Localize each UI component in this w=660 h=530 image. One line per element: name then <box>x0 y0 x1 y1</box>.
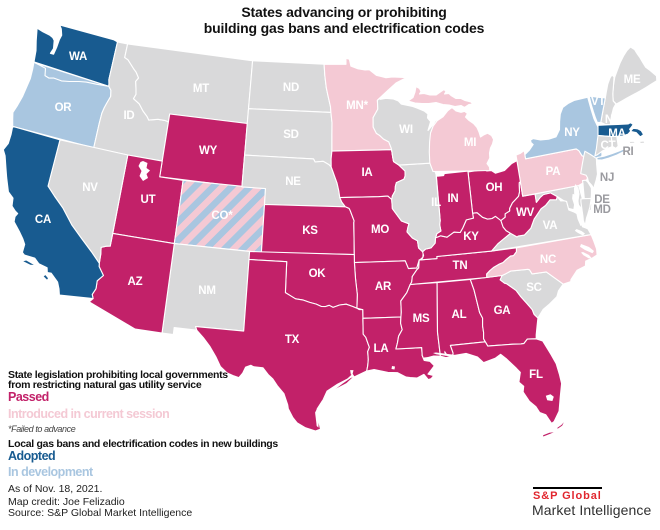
svg-text:DE: DE <box>594 194 610 206</box>
svg-text:TX: TX <box>285 334 300 346</box>
svg-text:PA: PA <box>546 166 561 178</box>
svg-text:SD: SD <box>283 129 299 141</box>
svg-text:TN: TN <box>453 260 468 272</box>
svg-text:UT: UT <box>141 194 156 206</box>
svg-text:NV: NV <box>82 182 98 194</box>
svg-text:KS: KS <box>302 225 318 237</box>
svg-text:NJ: NJ <box>600 172 614 184</box>
svg-text:NY: NY <box>564 127 580 139</box>
svg-text:IL: IL <box>431 197 441 209</box>
svg-text:KY: KY <box>463 231 479 243</box>
svg-text:SC: SC <box>526 282 542 294</box>
svg-text:OK: OK <box>309 268 327 280</box>
svg-text:GA: GA <box>494 305 511 317</box>
svg-text:CO*: CO* <box>211 210 233 222</box>
svg-text:IA: IA <box>361 167 372 179</box>
svg-text:ND: ND <box>283 82 299 94</box>
svg-text:WA: WA <box>69 51 87 63</box>
svg-text:CT: CT <box>601 140 616 152</box>
svg-text:WV: WV <box>516 207 535 219</box>
svg-text:AR: AR <box>375 281 392 293</box>
svg-text:RI: RI <box>622 146 633 158</box>
svg-text:MT: MT <box>193 83 209 95</box>
svg-text:NM: NM <box>198 285 216 297</box>
svg-text:AL: AL <box>452 309 467 321</box>
svg-text:MI: MI <box>464 137 476 149</box>
svg-text:MD: MD <box>593 204 611 216</box>
svg-text:NE: NE <box>285 176 301 188</box>
svg-text:LA: LA <box>374 343 389 355</box>
svg-text:NC: NC <box>540 254 556 266</box>
svg-text:OH: OH <box>486 182 503 194</box>
svg-text:WY: WY <box>199 145 218 157</box>
svg-text:WI: WI <box>399 124 413 136</box>
svg-text:ME: ME <box>624 74 641 86</box>
svg-text:MS: MS <box>413 313 430 325</box>
svg-text:VT: VT <box>591 96 605 108</box>
svg-text:NH: NH <box>605 114 621 126</box>
svg-text:CA: CA <box>35 214 51 226</box>
svg-text:FL: FL <box>529 369 543 381</box>
svg-text:ID: ID <box>123 110 134 122</box>
svg-text:OR: OR <box>55 102 73 114</box>
svg-text:VA: VA <box>543 220 558 232</box>
svg-text:MN*: MN* <box>346 100 368 112</box>
svg-text:MO: MO <box>371 224 389 236</box>
svg-text:AZ: AZ <box>128 276 143 288</box>
svg-text:IN: IN <box>447 193 458 205</box>
svg-text:MA: MA <box>608 128 626 140</box>
